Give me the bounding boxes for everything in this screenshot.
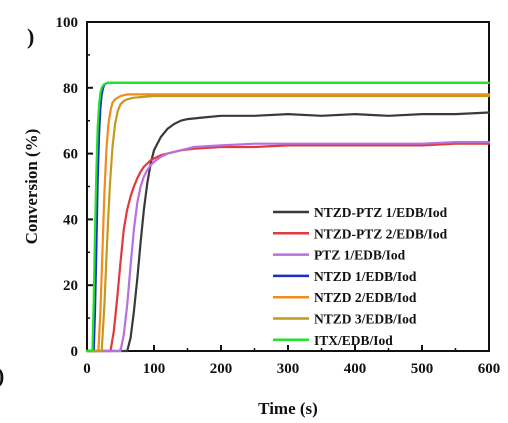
- y-axis-title: Conversion (%): [22, 129, 41, 245]
- series-line-1: [85, 111, 491, 353]
- series-line-2: [85, 142, 491, 353]
- panel-mark-top: ): [27, 24, 34, 49]
- axis-ticks: 0 100 200 300 400 500 600 0 20 40 60 80 100: [56, 15, 501, 377]
- x-axis-title: Time (s): [258, 399, 318, 418]
- x-tick-label: 500: [411, 361, 434, 377]
- legend-label: NTZD 3/EDB/Iod: [314, 312, 417, 327]
- x-tick-label: 600: [478, 361, 501, 377]
- y-tick-label: 0: [71, 344, 79, 360]
- x-tick-label: 400: [344, 361, 367, 377]
- x-tick-label: 100: [143, 361, 166, 377]
- series-line-7: [85, 81, 491, 353]
- x-tick-label: 300: [277, 361, 300, 377]
- legend-label: NTZD 1/EDB/Iod: [314, 269, 417, 284]
- legend-label: NTZD-PTZ 1/EDB/Iod: [314, 205, 448, 220]
- panel-mark-bottom: ): [0, 363, 4, 388]
- legend-label: NTZD 2/EDB/Iod: [314, 290, 417, 305]
- y-tick-label: 40: [63, 212, 78, 228]
- x-tick-label: 0: [83, 361, 91, 377]
- series-line-6: [85, 94, 491, 353]
- x-tick-label: 200: [210, 361, 233, 377]
- y-tick-label: 20: [63, 278, 78, 294]
- y-tick-label: 60: [63, 147, 78, 163]
- y-tick-label: 100: [56, 15, 79, 31]
- series-line-3: [85, 141, 491, 353]
- legend-label: PTZ 1/EDB/Iod: [314, 248, 406, 263]
- series-layer: [85, 81, 491, 353]
- legend-label: NTZD-PTZ 2/EDB/Iod: [314, 226, 448, 241]
- series-line-5: [85, 93, 491, 353]
- legend-label: ITX/EDB/Iod: [314, 333, 393, 348]
- y-tick-label: 80: [63, 81, 78, 97]
- legend: NTZD-PTZ 1/EDB/Iod NTZD-PTZ 2/EDB/Iod PTZ …: [273, 205, 448, 348]
